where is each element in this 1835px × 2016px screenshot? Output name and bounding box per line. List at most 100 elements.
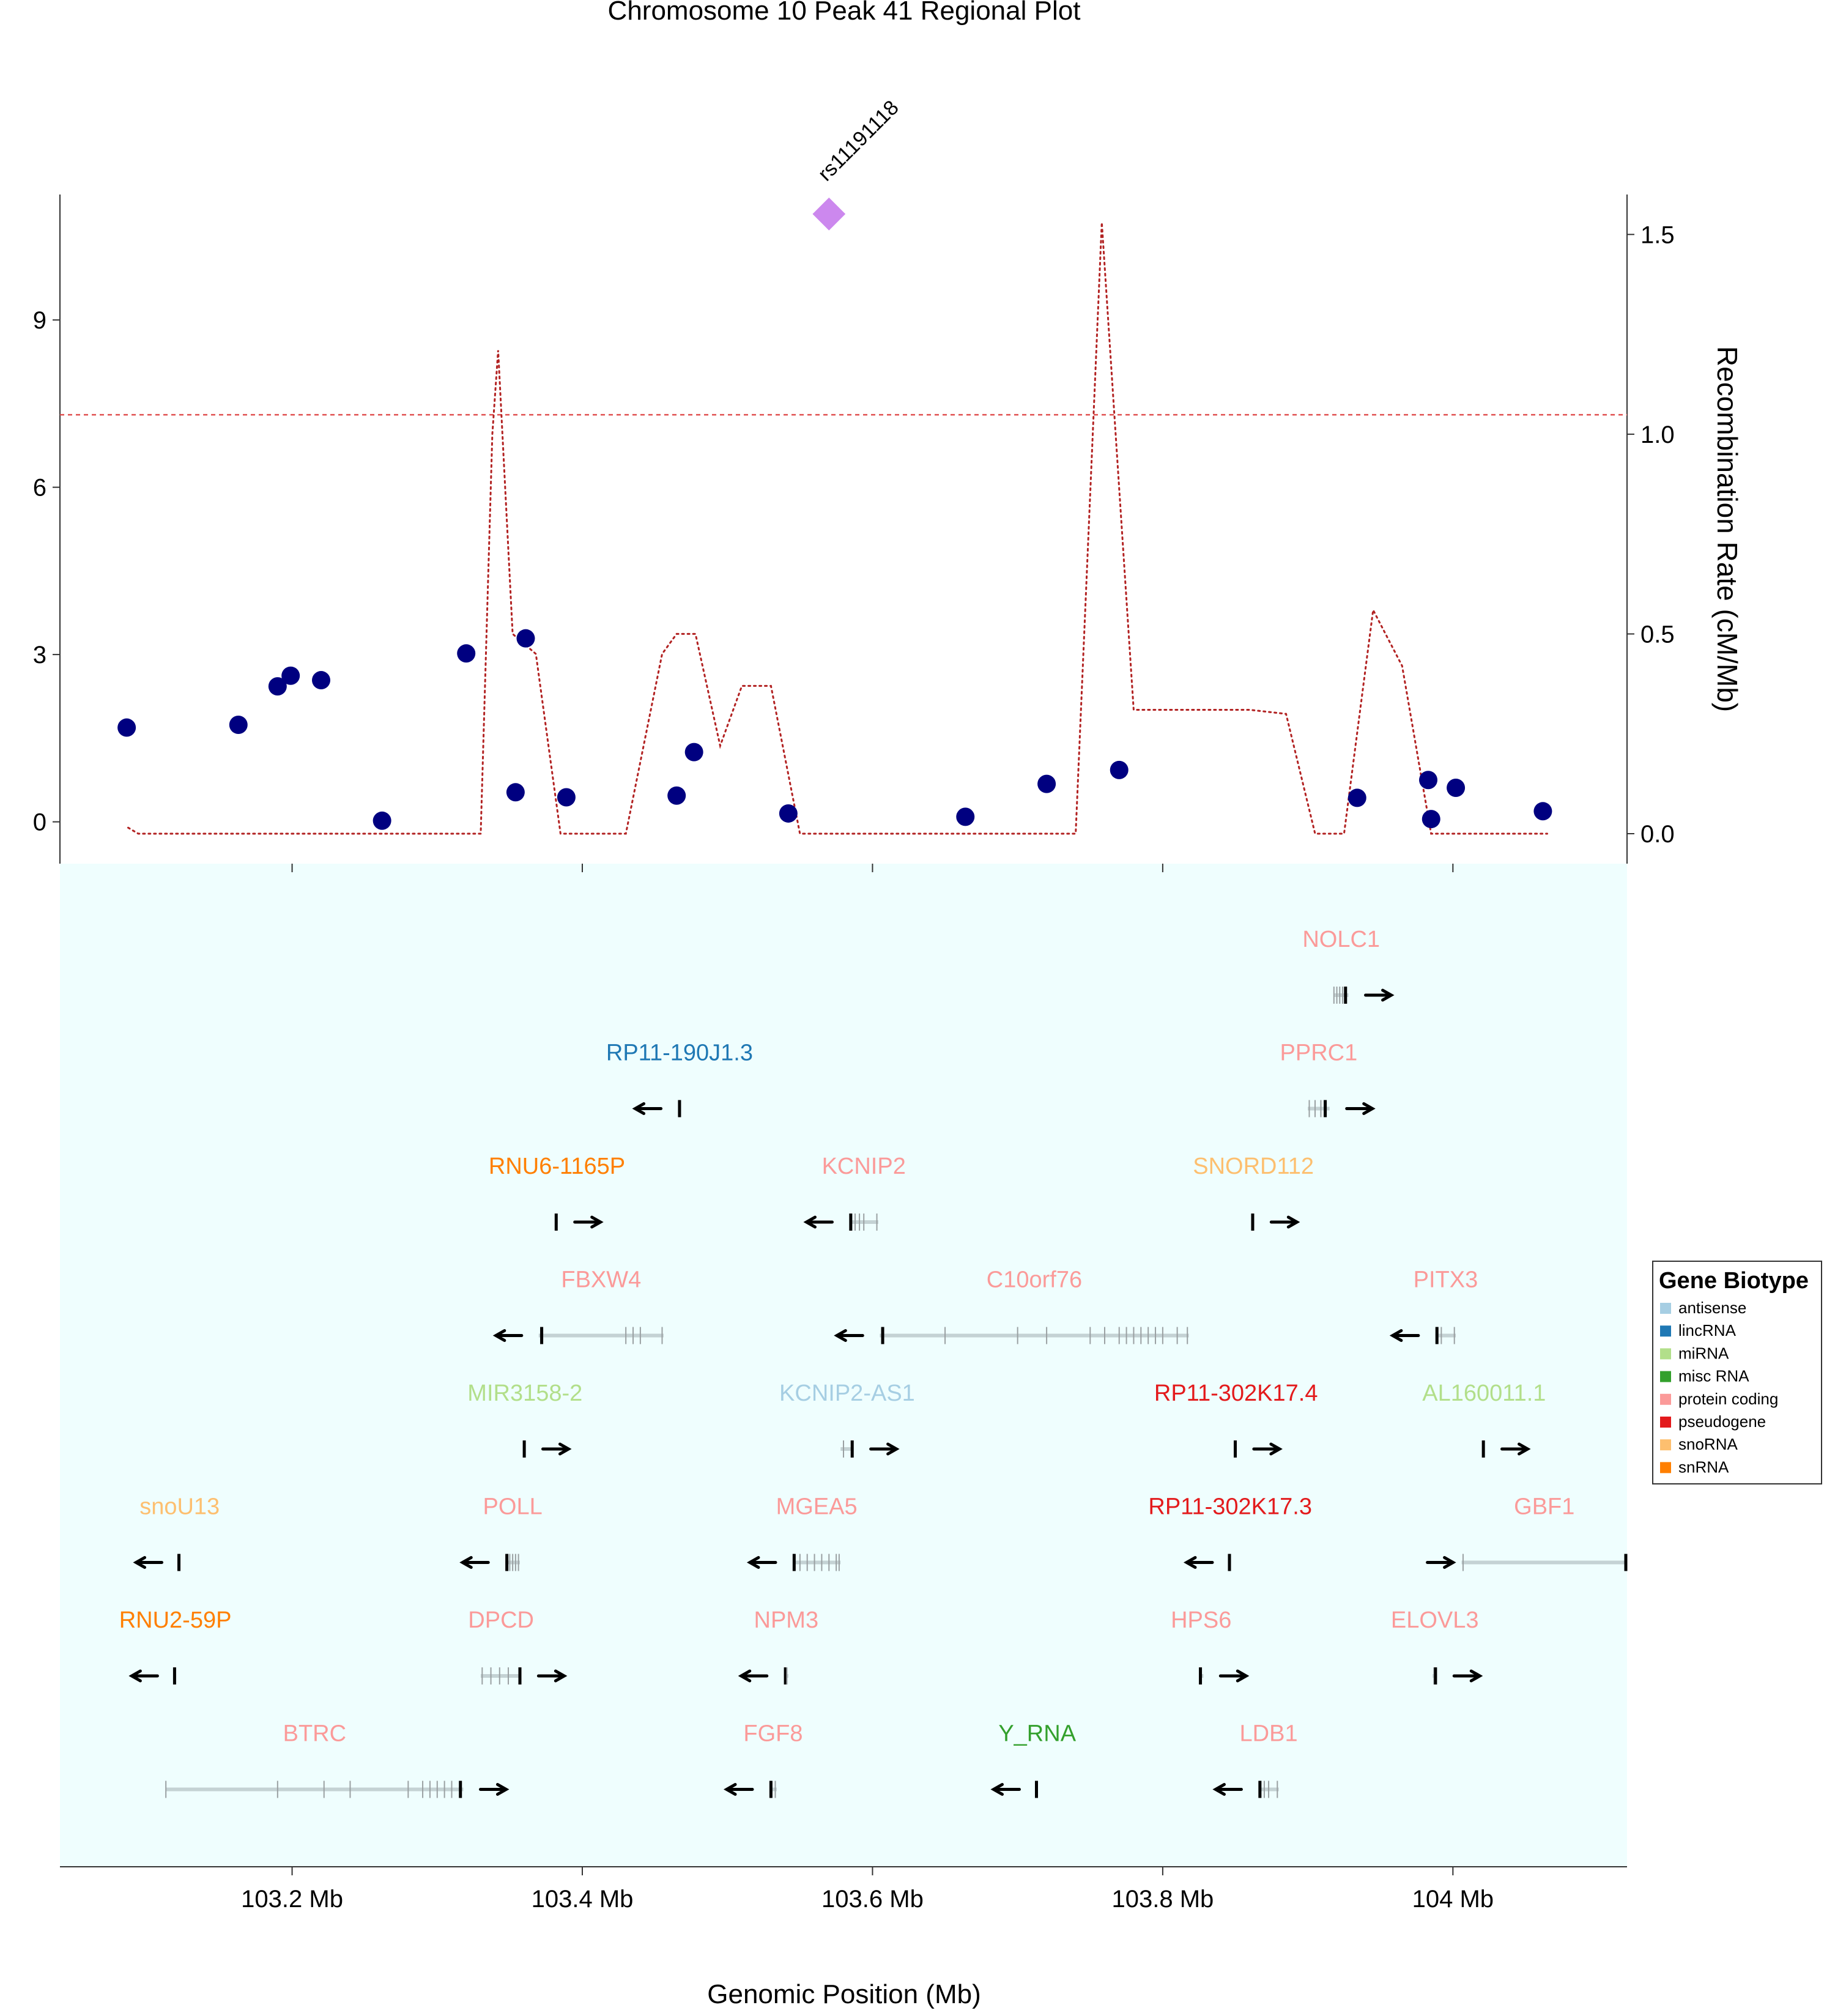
- legend-swatch: [1660, 1393, 1671, 1405]
- gene-label: snoU13: [139, 1494, 220, 1520]
- gene-hps6: HPS6: [1171, 1607, 1250, 1684]
- gene-pprc1: PPRC1: [1280, 1040, 1376, 1117]
- snp-point: [457, 644, 476, 663]
- gene-label: KCNIP2-AS1: [779, 1380, 915, 1406]
- x-tick-label: 103.2 Mb: [241, 1886, 343, 1913]
- gene-mir3158-2: MIR3158-2: [467, 1380, 582, 1458]
- gene-poll: POLL: [459, 1494, 543, 1571]
- y-tick-label: 9: [33, 307, 46, 334]
- legend-swatch: [1660, 1325, 1671, 1337]
- snp-point: [1533, 802, 1552, 821]
- snp-point: [557, 788, 576, 807]
- gene-label: GBF1: [1514, 1494, 1574, 1520]
- strand-right-arrow-icon: [541, 1442, 572, 1456]
- strand-right-arrow-icon: [1252, 1442, 1283, 1456]
- x-tick-label: 103.8 Mb: [1111, 1886, 1214, 1913]
- strand-left-arrow-icon: [803, 1215, 834, 1229]
- strand-left-arrow-icon: [632, 1102, 663, 1115]
- snp-point: [1422, 810, 1440, 829]
- strand-right-arrow-icon: [869, 1442, 900, 1456]
- legend-label: protein coding: [1678, 1390, 1778, 1408]
- gene-label: HPS6: [1171, 1607, 1231, 1633]
- gene-label: DPCD: [468, 1607, 534, 1633]
- y2-tick-label: 1.0: [1640, 421, 1675, 448]
- legend-label: snRNA: [1678, 1458, 1729, 1476]
- snp-point: [229, 715, 248, 734]
- gene-pitx3: PITX3: [1389, 1267, 1478, 1344]
- strand-left-arrow-icon: [746, 1556, 777, 1569]
- gene-label: AL160011.1: [1422, 1380, 1546, 1406]
- gene-rp11-302k17-4: RP11-302K17.4: [1154, 1380, 1318, 1458]
- gene-fgf8: FGF8: [723, 1721, 803, 1798]
- gene-label: POLL: [483, 1494, 543, 1520]
- snp-point: [956, 807, 975, 826]
- gene-label: NPM3: [754, 1607, 819, 1633]
- strand-left-arrow-icon: [459, 1556, 490, 1569]
- legend-swatch: [1660, 1417, 1671, 1428]
- legend-swatch: [1660, 1303, 1671, 1314]
- snp-point: [516, 629, 535, 648]
- gene-fbxw4: FBXW4: [492, 1267, 664, 1344]
- gene-label: KCNIP2: [822, 1154, 906, 1179]
- snp-point: [373, 811, 391, 830]
- gene-panel-background: [60, 864, 1627, 1867]
- legend-label: miRNA: [1678, 1344, 1729, 1362]
- y2-tick-label: 0.5: [1640, 621, 1675, 648]
- strand-right-arrow-icon: [1500, 1442, 1531, 1456]
- strand-right-arrow-icon: [1364, 988, 1395, 1002]
- snp-point: [117, 718, 136, 737]
- gene-label: MIR3158-2: [467, 1380, 582, 1406]
- gene-label: PITX3: [1414, 1267, 1478, 1293]
- gene-label: LDB1: [1240, 1721, 1298, 1747]
- snp-point: [312, 671, 330, 690]
- gene-label: FGF8: [743, 1721, 803, 1747]
- strand-right-arrow-icon: [1269, 1215, 1300, 1229]
- strand-left-arrow-icon: [738, 1669, 769, 1683]
- legend: Gene Biotype antisense lincRNA miRNA misc RN…: [1652, 1261, 1822, 1484]
- gene-track-panel: 103.2 Mb 103.4 Mb 103.6 Mb 103.8 Mb 104 Mb NO…: [60, 864, 1628, 1913]
- strand-left-arrow-icon: [1212, 1783, 1243, 1796]
- strand-left-arrow-icon: [990, 1783, 1021, 1796]
- snp-point: [1447, 779, 1466, 798]
- strand-right-arrow-icon: [573, 1215, 604, 1229]
- legend-swatch: [1660, 1462, 1671, 1473]
- snp-point: [779, 804, 798, 823]
- legend-box: [1652, 1261, 1822, 1484]
- gene-label: NOLC1: [1302, 927, 1380, 952]
- y-tick-label: 6: [33, 475, 46, 502]
- y2-axis-label: Recombination Rate (cM/Mb): [1711, 346, 1743, 712]
- strand-left-arrow-icon: [492, 1329, 524, 1342]
- strand-left-arrow-icon: [1183, 1556, 1214, 1569]
- gene-rp11-190j1-3: RP11-190J1.3: [606, 1040, 753, 1117]
- gene-label: FBXW4: [561, 1267, 641, 1293]
- legend-label: snoRNA: [1678, 1435, 1738, 1453]
- y-tick-label: 3: [33, 642, 46, 669]
- strand-right-arrow-icon: [536, 1669, 568, 1683]
- y2-tick-label: 0.0: [1640, 821, 1675, 848]
- x-tick-label: 104 Mb: [1412, 1886, 1494, 1913]
- legend-swatch: [1660, 1371, 1671, 1382]
- gene-gbf1: GBF1: [1426, 1494, 1628, 1571]
- strand-left-arrow-icon: [128, 1669, 159, 1683]
- gene-npm3: NPM3: [738, 1607, 819, 1684]
- gene-snou13: snoU13: [133, 1494, 220, 1571]
- gene-elovl3: ELOVL3: [1391, 1607, 1483, 1684]
- strand-right-arrow-icon: [1426, 1556, 1456, 1569]
- gene-al160011-1: AL160011.1: [1422, 1380, 1546, 1458]
- snp-point: [1419, 771, 1438, 790]
- snp-point: [1348, 788, 1366, 807]
- strand-left-arrow-icon: [723, 1783, 754, 1796]
- strand-right-arrow-icon: [478, 1783, 510, 1796]
- gene-rnu2-59p: RNU2-59P: [119, 1607, 231, 1684]
- gene-rnu6-1165p: RNU6-1165P: [489, 1154, 625, 1231]
- x-axis-label: Genomic Position (Mb): [707, 1979, 981, 2009]
- gene-c10orf76: C10orf76: [834, 1267, 1189, 1344]
- gene-label: RP11-302K17.3: [1148, 1494, 1312, 1520]
- gene-kcnip2-as1: KCNIP2-AS1: [779, 1380, 915, 1458]
- legend-label: lincRNA: [1678, 1321, 1737, 1340]
- gene-label: MGEA5: [776, 1494, 858, 1520]
- strand-left-arrow-icon: [133, 1556, 164, 1569]
- strand-right-arrow-icon: [1345, 1102, 1376, 1115]
